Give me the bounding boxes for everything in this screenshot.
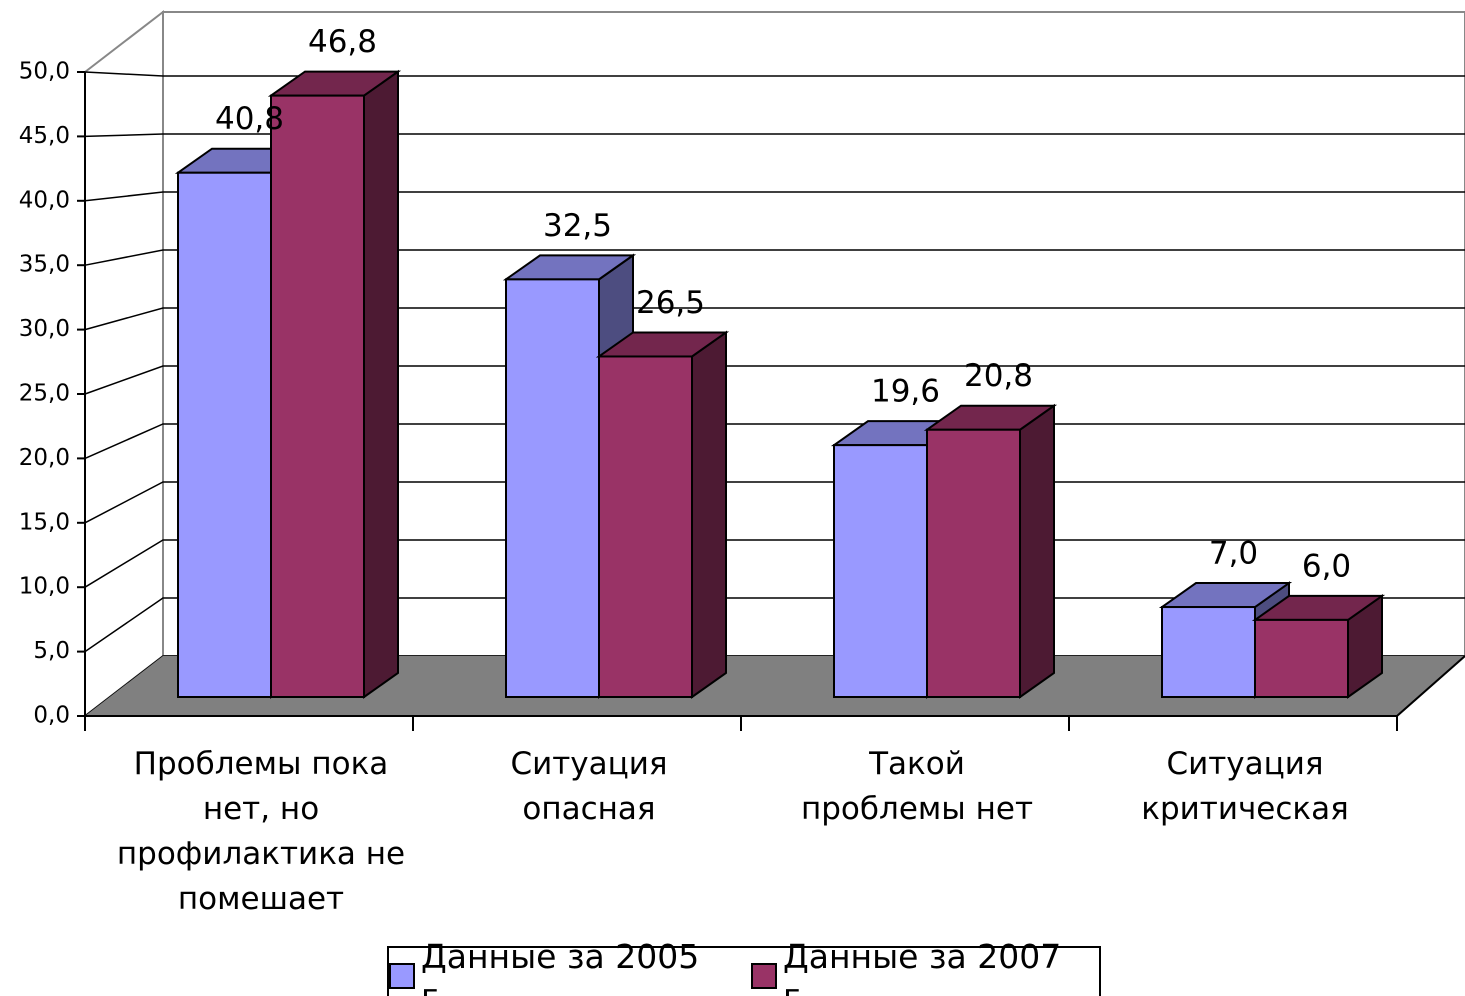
legend-swatch bbox=[751, 963, 777, 989]
grid-line bbox=[84, 307, 1465, 331]
legend-label: Данные за 2007 г. bbox=[782, 937, 1062, 996]
bar-side bbox=[691, 330, 727, 699]
grid-line bbox=[84, 133, 1465, 138]
bar bbox=[270, 94, 365, 699]
legend-label: Данные за 2005 г. bbox=[420, 937, 700, 996]
value-label: 32,5 bbox=[543, 208, 612, 244]
value-label: 6,0 bbox=[1302, 548, 1351, 584]
legend: Данные за 2005 г. Данные за 2007 г. bbox=[387, 937, 1101, 996]
grid-line bbox=[84, 191, 1465, 202]
grid-line bbox=[84, 249, 1465, 266]
y-tick-label: 40,0 bbox=[19, 187, 70, 213]
bar bbox=[1161, 606, 1256, 698]
value-label: 46,8 bbox=[308, 24, 377, 60]
grid-line bbox=[84, 71, 1465, 77]
bar-side bbox=[363, 69, 399, 699]
y-tick-label: 30,0 bbox=[19, 316, 70, 342]
legend-item: Данные за 2007 г. bbox=[751, 937, 1099, 996]
value-label: 26,5 bbox=[636, 285, 705, 321]
bar bbox=[1254, 618, 1349, 699]
value-label: 40,8 bbox=[215, 101, 284, 137]
y-tick-label: 0,0 bbox=[33, 703, 70, 729]
side-wall bbox=[84, 9, 164, 719]
y-tick-label: 35,0 bbox=[19, 252, 70, 278]
y-tick-label: 5,0 bbox=[33, 638, 70, 664]
value-label: 20,8 bbox=[964, 358, 1033, 394]
x-tick-label: Ситуация опасная bbox=[510, 746, 668, 827]
y-tick-label: 25,0 bbox=[19, 381, 70, 407]
x-tick-label: Такой проблемы нет bbox=[800, 746, 1034, 827]
y-tick-label: 20,0 bbox=[19, 445, 70, 471]
bar bbox=[598, 355, 693, 698]
bar bbox=[926, 428, 1021, 698]
bar bbox=[833, 444, 928, 699]
y-tick-label: 10,0 bbox=[19, 574, 70, 600]
value-label: 19,6 bbox=[871, 374, 940, 410]
x-tick-label: Проблемы пока нет, но профилактика не по… bbox=[116, 746, 406, 917]
value-label: 7,0 bbox=[1209, 536, 1258, 572]
floor-edge bbox=[1396, 655, 1465, 717]
bar bbox=[177, 171, 272, 699]
floor bbox=[85, 656, 1465, 716]
grid-line bbox=[84, 365, 1465, 395]
bar-side bbox=[1019, 403, 1055, 699]
y-tick-label: 15,0 bbox=[19, 509, 70, 535]
y-tick-label: 45,0 bbox=[19, 123, 70, 149]
legend-item: Данные за 2005 г. bbox=[389, 937, 737, 996]
bar bbox=[505, 278, 600, 698]
legend-swatch bbox=[389, 963, 415, 989]
y-tick-label: 50,0 bbox=[19, 59, 70, 85]
x-tick-label: Ситуация критическая bbox=[1141, 746, 1349, 827]
